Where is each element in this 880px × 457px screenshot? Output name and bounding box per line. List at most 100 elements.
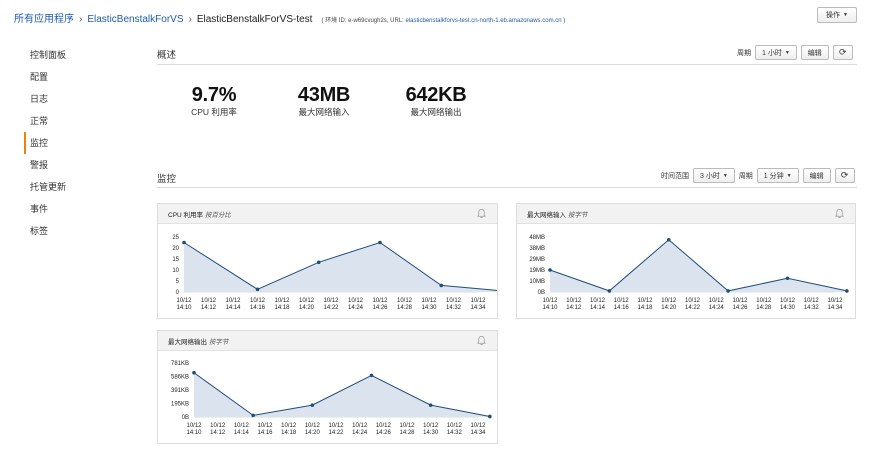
data-point[interactable] — [439, 283, 444, 288]
x-tick-label: 14:34 — [827, 305, 843, 311]
y-tick-label: 586KB — [171, 375, 189, 381]
monitoring-range-select[interactable]: 3 小时 ▼ — [693, 168, 735, 183]
y-tick-label: 0B — [182, 415, 189, 421]
x-tick-label: 14:10 — [542, 305, 558, 311]
sidebar-item[interactable]: 日志 — [30, 94, 49, 104]
x-tick-label: 10/12 — [210, 423, 226, 429]
series-area — [194, 372, 490, 417]
alarm-bell-icon[interactable] — [476, 208, 487, 219]
x-tick-label: 14:12 — [201, 305, 217, 311]
x-tick-label: 14:16 — [250, 305, 266, 311]
x-tick-label: 10/12 — [250, 298, 266, 304]
alarm-bell-icon[interactable] — [476, 335, 487, 346]
x-tick-label: 10/12 — [352, 423, 368, 429]
chart-title: CPU 利用率 — [168, 211, 204, 219]
x-tick-label: 10/12 — [590, 298, 606, 304]
x-tick-label: 10/12 — [804, 298, 820, 304]
data-point[interactable] — [182, 240, 186, 245]
x-tick-label: 14:32 — [447, 430, 463, 436]
metric-cpu-value: 9.7% — [191, 84, 237, 106]
x-tick-label: 14:28 — [397, 305, 413, 311]
monitoring-period-value: 1 分钟 — [763, 172, 784, 180]
monitoring-edit-button[interactable]: 编辑 — [802, 168, 831, 183]
chart-panel-network-in: 最大网络输入 按字节 48MB 38MB 29MB 19MB 10MB 0B 10/12 14… — [516, 203, 856, 319]
sidebar-item[interactable]: 警报 — [30, 160, 49, 170]
data-point[interactable] — [369, 373, 374, 378]
sidebar-item[interactable]: 监控 — [24, 132, 124, 154]
alarm-bell-icon[interactable] — [834, 208, 845, 219]
monitoring-range-value: 3 小时 — [700, 172, 720, 180]
x-tick-label: 14:26 — [732, 305, 748, 311]
data-point[interactable] — [845, 289, 849, 293]
x-tick-label: 14:30 — [780, 305, 796, 311]
chart-title: 最大网络输入 — [527, 211, 566, 219]
x-tick-label: 14:34 — [470, 305, 486, 311]
overview-period-select[interactable]: 1 小时 ▼ — [755, 45, 797, 60]
series-line — [193, 372, 490, 417]
data-point[interactable] — [192, 370, 196, 375]
x-tick-label: 14:24 — [352, 430, 368, 436]
sidebar-item[interactable]: 托管更新 — [30, 182, 67, 192]
metric-network-in-label: 最大网络输入 — [298, 107, 350, 117]
data-point[interactable] — [428, 403, 433, 407]
x-tick-label: 14:12 — [210, 430, 226, 436]
x-tick-label: 14:22 — [328, 430, 344, 436]
x-tick-label: 10/12 — [780, 298, 796, 304]
data-point[interactable] — [378, 240, 382, 245]
x-tick-label: 10/12 — [732, 298, 748, 304]
sidebar-item[interactable]: 控制面板 — [30, 50, 67, 60]
x-tick-label: 14:14 — [225, 305, 241, 311]
sidebar-item[interactable]: 正常 — [30, 116, 49, 126]
data-point[interactable] — [251, 413, 255, 418]
data-point[interactable] — [548, 268, 552, 272]
x-tick-label: 14:26 — [376, 430, 392, 436]
y-tick-label: 0B — [538, 290, 545, 296]
x-tick-label: 10/12 — [305, 423, 321, 429]
breadcrumb-all-apps-link[interactable]: 所有应用程序 — [14, 14, 74, 25]
x-tick-label: 14:12 — [566, 305, 582, 311]
x-tick-label: 10/12 — [323, 298, 339, 304]
x-tick-label: 14:22 — [685, 305, 701, 311]
x-tick-label: 14:32 — [446, 305, 462, 311]
y-tick-label: 20 — [172, 246, 179, 252]
y-tick-label: 15 — [172, 257, 179, 263]
data-point[interactable] — [785, 276, 790, 281]
data-point[interactable] — [607, 289, 612, 293]
data-point[interactable] — [488, 414, 492, 419]
y-tick-label: 5 — [176, 279, 180, 285]
data-point[interactable] — [316, 260, 321, 265]
monitoring-period-select[interactable]: 1 分钟 ▼ — [756, 168, 799, 183]
overview-period-label: 周期 — [737, 49, 751, 57]
y-tick-label: 19MB — [529, 268, 545, 274]
monitoring-refresh-button[interactable]: ⟳ — [834, 168, 855, 183]
sidebar-item[interactable]: 配置 — [30, 72, 49, 82]
sidebar-item[interactable]: 标签 — [30, 226, 49, 236]
x-tick-label: 14:20 — [661, 305, 677, 311]
data-point[interactable] — [726, 289, 730, 293]
overview-refresh-button[interactable]: ⟳ — [832, 45, 853, 60]
sidebar-nav: 控制面板配置日志正常监控警报托管更新事件标签 — [24, 44, 124, 242]
series-line — [549, 239, 847, 292]
overview-divider — [157, 64, 857, 65]
data-point[interactable] — [310, 403, 315, 407]
x-tick-label: 14:10 — [176, 305, 192, 311]
x-tick-label: 10/12 — [709, 298, 725, 304]
x-tick-label: 14:10 — [186, 430, 202, 436]
breadcrumb-app-link[interactable]: ElasticBenstalkForVS — [87, 14, 184, 25]
series-area — [184, 242, 497, 292]
breadcrumb-environment: ElasticBenstalkForVS-test — [196, 14, 313, 25]
chevron-right-icon: › — [79, 14, 83, 25]
overview-edit-button[interactable]: 编辑 — [800, 45, 829, 60]
x-tick-label: 14:28 — [756, 305, 772, 311]
overview-controls: 周期 1 小时 ▼ 编辑 ⟳ — [737, 45, 853, 60]
actions-button[interactable]: 操作 ▼ — [817, 7, 857, 23]
chart-panel-cpu: CPU 利用率 按百分比 25 20 15 10 5 0 10/12 14:10 10/12 14… — [157, 203, 498, 319]
x-tick-label: 10/12 — [542, 298, 558, 304]
x-tick-label: 10/12 — [376, 423, 392, 429]
monitoring-controls: 时间范围 3 小时 ▼ 周期 1 分钟 ▼ 编辑 ⟳ — [661, 168, 855, 183]
sidebar-item[interactable]: 事件 — [30, 204, 49, 214]
environment-url-link[interactable]: elasticbenstalkforvs-test.cn-north-1.eb.… — [405, 18, 562, 24]
data-point[interactable] — [255, 287, 260, 292]
caret-down-icon: ▼ — [722, 172, 728, 179]
data-point[interactable] — [666, 237, 671, 242]
